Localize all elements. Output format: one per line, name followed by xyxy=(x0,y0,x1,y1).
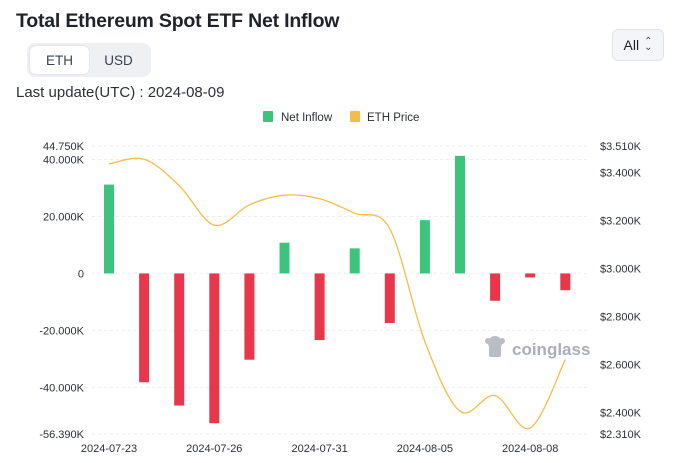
chart-legend: Net Inflow ETH Price xyxy=(263,111,419,124)
legend-net-inflow-swatch[interactable] xyxy=(263,111,273,122)
last-update-text: Last update(UTC) : 2024-08-09 xyxy=(16,84,225,101)
y-right-tick-label: $2.800K xyxy=(600,311,642,323)
y-right-tick-label: $3.510K xyxy=(600,141,642,153)
toggle-usd-button[interactable]: USD xyxy=(104,52,133,68)
net-inflow-bar[interactable] xyxy=(525,273,536,278)
y-right-tick-label: $3.200K xyxy=(600,215,642,227)
net-inflow-bar[interactable] xyxy=(455,155,465,274)
y-left-tick-label: -56.390K xyxy=(39,429,84,441)
x-tick-label: 2024-07-23 xyxy=(81,443,137,455)
net-inflow-bar[interactable] xyxy=(244,273,255,360)
y-left-tick-label: 40.000K xyxy=(43,155,85,167)
net-inflow-bar[interactable] xyxy=(419,220,430,274)
y-left-tick-label: -20.000K xyxy=(39,325,84,337)
x-tick-label: 2024-07-31 xyxy=(291,443,347,455)
net-inflow-bar[interactable] xyxy=(104,184,114,274)
net-inflow-bar[interactable] xyxy=(314,273,325,341)
net-inflow-bar[interactable] xyxy=(349,248,360,274)
net-inflow-bar[interactable] xyxy=(279,242,290,274)
net-inflow-bar[interactable] xyxy=(139,273,150,383)
net-inflow-bar[interactable] xyxy=(490,273,501,301)
net-inflow-bar[interactable] xyxy=(560,273,571,291)
coinglass-watermark: coinglass xyxy=(485,336,590,359)
chart-title: Total Ethereum Spot ETF Net Inflow xyxy=(16,10,340,32)
up-down-chevron-icon: ⌃ ⌄ xyxy=(644,36,653,53)
x-tick-label: 2024-08-05 xyxy=(397,443,453,455)
toggle-eth-button[interactable]: ETH xyxy=(30,46,89,74)
y-left-tick-label: -40.000K xyxy=(39,382,84,394)
net-inflow-bar[interactable] xyxy=(174,273,185,406)
legend-eth-price-swatch[interactable] xyxy=(350,111,360,122)
unit-toggle: ETH USD xyxy=(27,43,151,77)
net-inflow-bar[interactable] xyxy=(384,273,395,323)
y-right-tick-label: $2.310K xyxy=(600,429,642,441)
range-select[interactable]: All ⌃ ⌄ xyxy=(612,29,664,61)
y-left-tick-label: 20.000K xyxy=(43,211,85,223)
y-left-tick-label: 0 xyxy=(78,268,84,280)
range-select-value: All xyxy=(623,37,640,53)
y-left-tick-label: 44.750K xyxy=(43,141,85,153)
x-tick-label: 2024-08-08 xyxy=(502,443,558,455)
x-tick-label: 2024-07-26 xyxy=(186,443,242,455)
coinglass-logo-icon xyxy=(485,336,505,357)
legend-eth-price-label[interactable]: ETH Price xyxy=(367,112,419,124)
net-inflow-bar[interactable] xyxy=(209,273,220,424)
watermark-text: coinglass xyxy=(512,340,590,359)
eth-price-line[interactable] xyxy=(108,157,566,430)
y-right-tick-label: $2.600K xyxy=(600,359,642,371)
y-right-tick-label: $3.000K xyxy=(600,263,642,275)
y-right-tick-label: $3.400K xyxy=(600,167,642,179)
legend-net-inflow-label[interactable]: Net Inflow xyxy=(281,112,333,124)
y-right-tick-label: $2.400K xyxy=(600,407,642,419)
